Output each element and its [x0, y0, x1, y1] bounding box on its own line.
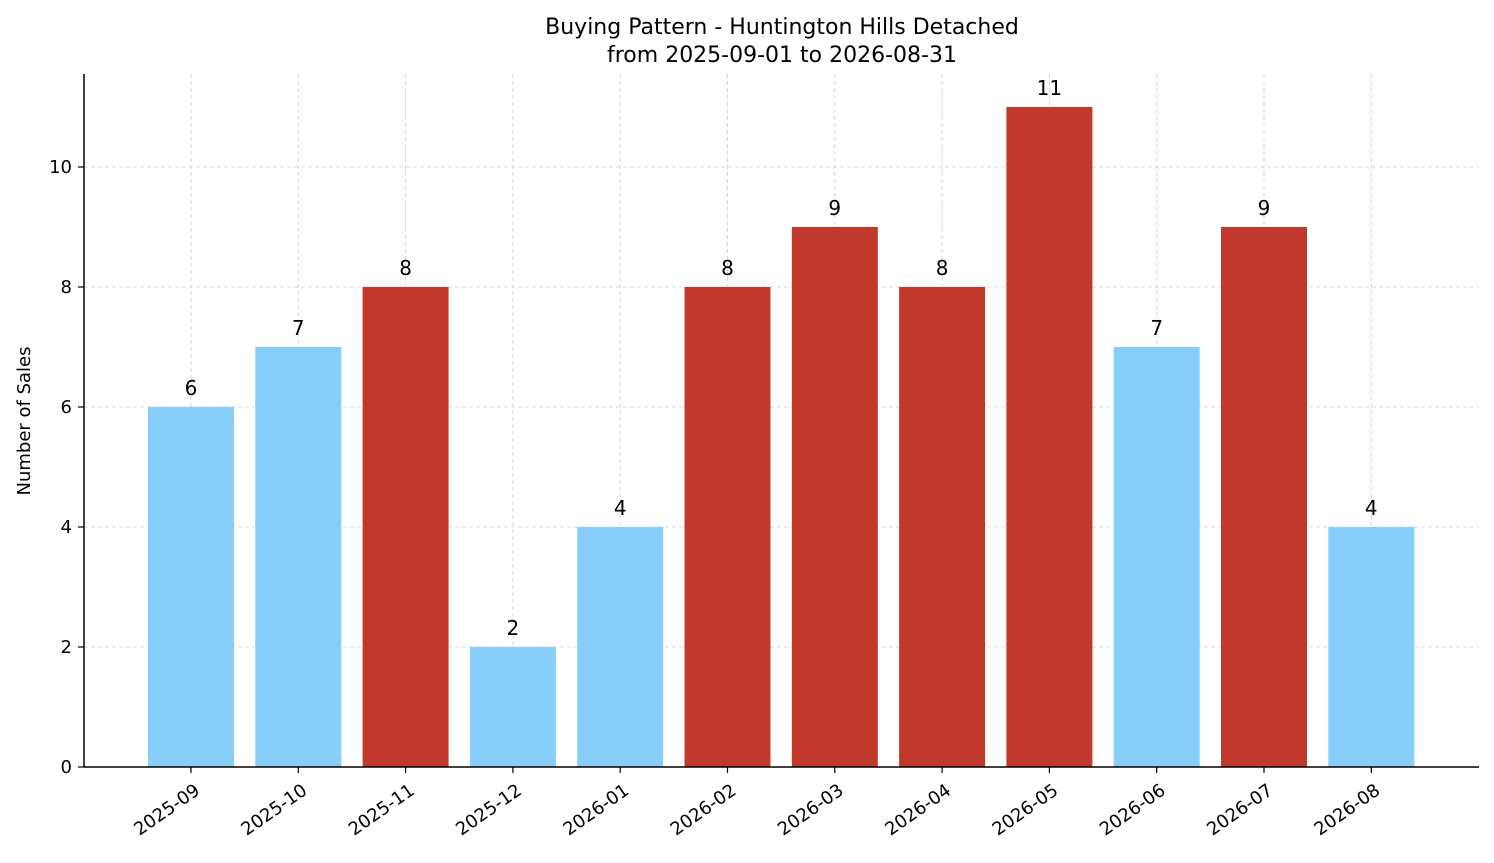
axes	[83, 74, 1479, 768]
bar-value-label: 9	[828, 196, 841, 220]
x-tick-label: 2026-07	[1203, 780, 1277, 840]
bar-2026-06	[1113, 347, 1200, 767]
bar-value-label: 8	[721, 256, 734, 280]
x-tick-label: 2025-10	[238, 780, 312, 840]
y-tick-label: 4	[61, 517, 72, 538]
chart-subtitle: from 2025-09-01 to 2026-08-31	[607, 43, 957, 68]
bar-2026-08	[1328, 527, 1415, 767]
y-tick-label: 8	[61, 277, 72, 298]
x-tick-label: 2025-11	[345, 780, 419, 840]
bar-value-label: 7	[1150, 316, 1163, 340]
bar-2026-04	[899, 287, 986, 767]
x-tick-label: 2026-04	[881, 780, 955, 840]
y-tick-label: 2	[61, 637, 72, 658]
bar-value-label: 8	[399, 256, 412, 280]
x-ticks: 2025-09 2025-10 2025-11 2025-12 2026-01 2026-…	[130, 767, 1384, 840]
y-ticks: 0 2 4 6 8 10	[49, 157, 84, 778]
x-tick-label: 2025-12	[452, 780, 526, 840]
bar-value-label: 4	[614, 496, 627, 520]
bar-value-label: 4	[1365, 496, 1378, 520]
bar-value-label: 7	[292, 316, 305, 340]
bar-2025-10	[255, 347, 342, 767]
bar-2026-02	[684, 287, 771, 767]
bar-labels: 6 7 8 2 4 8 9 8 11 7 9 4	[185, 76, 1378, 640]
bar-value-label: 11	[1037, 76, 1062, 100]
y-tick-label: 6	[61, 397, 72, 418]
x-tick-label: 2026-03	[774, 780, 848, 840]
bar-value-label: 8	[936, 256, 949, 280]
x-tick-label: 2025-09	[130, 780, 204, 840]
bar-2026-05	[1006, 107, 1093, 767]
x-tick-label: 2026-05	[989, 780, 1063, 840]
x-tick-label: 2026-02	[667, 780, 741, 840]
bar-value-label: 6	[185, 376, 198, 400]
y-tick-label: 0	[61, 757, 72, 778]
bar-2025-12	[469, 647, 556, 767]
bars	[148, 107, 1415, 767]
bar-2025-09	[148, 407, 234, 767]
bar-2026-01	[577, 527, 664, 767]
bar-value-label: 2	[507, 616, 520, 640]
bar-2025-11	[362, 287, 449, 767]
y-axis-label: Number of Sales	[14, 346, 35, 495]
chart-title: Buying Pattern - Huntington Hills Detach…	[545, 15, 1019, 40]
bar-2026-07	[1221, 227, 1307, 767]
x-tick-label: 2026-01	[559, 780, 633, 840]
bar-2026-03	[791, 227, 878, 767]
y-tick-label: 10	[49, 157, 72, 178]
x-tick-label: 2026-06	[1096, 780, 1170, 840]
bar-value-label: 9	[1258, 196, 1271, 220]
x-tick-label: 2026-08	[1311, 780, 1385, 840]
